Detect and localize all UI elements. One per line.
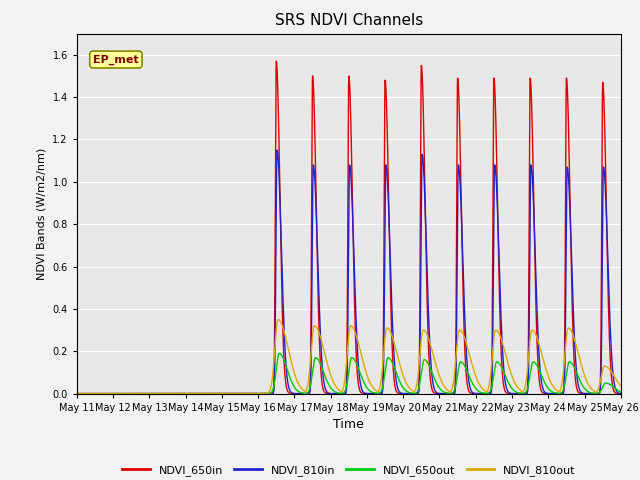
Text: EP_met: EP_met — [93, 54, 139, 65]
Y-axis label: NDVI Bands (W/m2/nm): NDVI Bands (W/m2/nm) — [37, 147, 47, 280]
X-axis label: Time: Time — [333, 418, 364, 431]
Title: SRS NDVI Channels: SRS NDVI Channels — [275, 13, 423, 28]
Legend: NDVI_650in, NDVI_810in, NDVI_650out, NDVI_810out: NDVI_650in, NDVI_810in, NDVI_650out, NDV… — [118, 460, 580, 480]
